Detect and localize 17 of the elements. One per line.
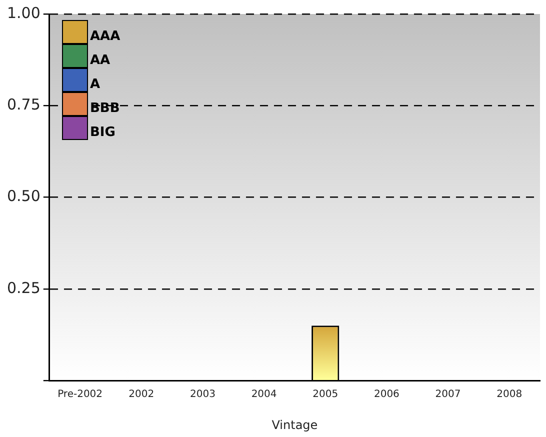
x-tick-label: 2008 [496,389,522,400]
x-tick-label: 2005 [312,389,338,400]
x-tick-label: 2003 [190,389,216,400]
legend-label: AA [90,53,110,68]
x-axis-title: Vintage [272,418,318,432]
x-tick-label: 2007 [435,389,461,400]
x-tick-label: Pre-2002 [58,389,103,400]
x-tick-label: 2004 [251,389,277,400]
y-tick-label: 0.50 [6,187,40,206]
legend-label: BIG [90,125,116,140]
legend-label: AAA [90,29,120,44]
y-tick-label: 1.00 [6,4,40,22]
legend-label: A [90,77,100,92]
x-tick-label: 2002 [128,389,154,400]
y-tick-label: 0.75 [6,96,40,114]
y-tick-label: 0.25 [6,278,40,297]
x-tick-label: 2006 [374,389,400,400]
